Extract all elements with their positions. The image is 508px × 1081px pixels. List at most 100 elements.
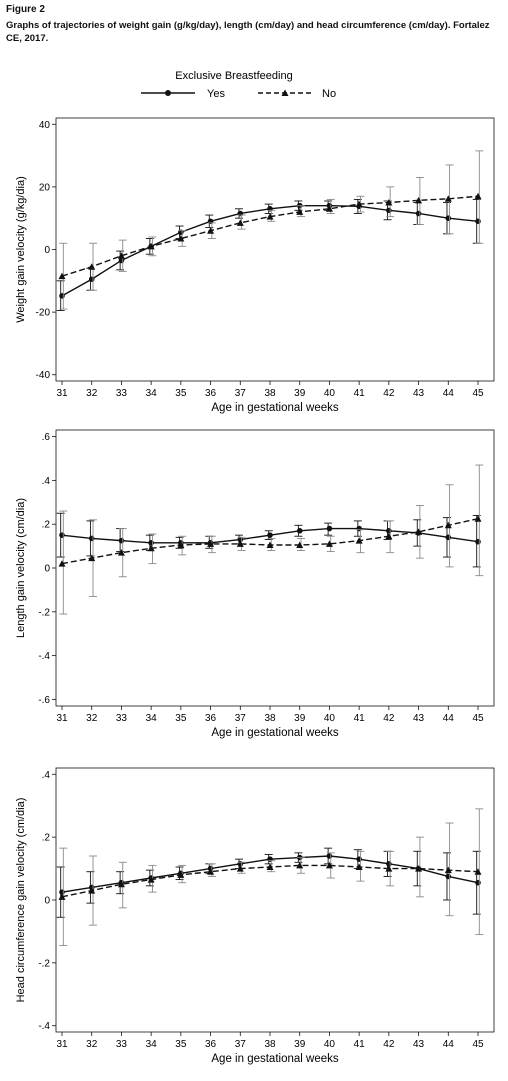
y-tick-label: .4 [42, 770, 51, 781]
point-yes [445, 534, 452, 541]
x-tick-label: 32 [86, 388, 98, 399]
point-yes [296, 527, 303, 534]
y-axis-title: Weight gain velocity (g/kg/dia) [15, 176, 27, 323]
figure-caption: Graphs of trajectories of weight gain (g… [6, 20, 490, 44]
x-axis-title: Age in gestational weeks [211, 1053, 338, 1065]
point-yes [475, 218, 481, 225]
x-tick-label: 38 [264, 713, 276, 724]
x-tick-label: 32 [86, 1039, 98, 1050]
x-tick-label: 36 [205, 713, 217, 724]
point-no [296, 208, 304, 215]
point-yes [386, 207, 392, 214]
point-yes [445, 215, 452, 221]
charts-group: -40 -20 0 20 40 31 32 33 34 35 36 37 38 39 40 41 42 43 44 4… [15, 117, 495, 1065]
legend-yes-marker [165, 90, 171, 96]
point-no [236, 540, 244, 547]
point-yes [356, 525, 362, 532]
x-tick-label: 39 [294, 713, 306, 724]
x-tick-label: 37 [235, 1039, 247, 1050]
point-no [444, 521, 452, 529]
y-tick-label: 20 [39, 182, 51, 193]
point-yes [415, 210, 422, 217]
point-no [88, 887, 96, 894]
point-no [58, 893, 66, 900]
y-tick-label: .2 [42, 833, 51, 844]
x-tick-label: 42 [383, 713, 395, 724]
y-tick-label: 40 [39, 120, 51, 131]
x-tick-label: 34 [146, 388, 158, 399]
x-tick-label: 44 [443, 1039, 455, 1050]
x-tick-label: 42 [383, 388, 395, 399]
plot-frame [55, 767, 495, 1033]
x-tick-label: 34 [146, 1039, 158, 1050]
point-no [147, 544, 155, 552]
point-no [385, 532, 393, 540]
y-axis-title: Head circumference gain velocity (cm/dia… [15, 798, 27, 1003]
point-no [385, 865, 393, 872]
point-no [266, 863, 274, 870]
x-tick-label: 45 [472, 713, 484, 724]
x-tick-label: 42 [383, 1039, 395, 1050]
point-no [325, 861, 333, 869]
point-no [117, 880, 125, 888]
point-no [355, 863, 363, 870]
x-tick-label: 36 [205, 1039, 217, 1050]
point-no [88, 263, 96, 270]
point-yes [88, 276, 95, 283]
x-tick-label: 38 [264, 388, 276, 399]
point-yes [475, 879, 481, 886]
point-no [58, 560, 66, 567]
x-tick-label: 43 [413, 713, 425, 724]
point-no [474, 868, 482, 875]
x-tick-label: 41 [354, 388, 366, 399]
x-tick-label: 39 [294, 388, 306, 399]
x-tick-label: 31 [56, 388, 68, 399]
x-tick-label: 45 [472, 1039, 484, 1050]
x-tick-label: 41 [354, 1039, 366, 1050]
y-tick-label: -.2 [38, 958, 50, 969]
y-tick-label: -20 [36, 308, 51, 319]
x-tick-label: 43 [413, 1039, 425, 1050]
x-tick-label: 41 [354, 713, 366, 724]
x-tick-label: 44 [443, 713, 455, 724]
point-no [415, 865, 423, 872]
point-no [117, 252, 125, 259]
legend-no-marker [281, 89, 289, 96]
x-tick-label: 39 [294, 1039, 306, 1050]
point-no [266, 541, 274, 548]
point-no [58, 272, 66, 280]
point-no [325, 205, 333, 212]
point-no [385, 199, 393, 206]
point-yes [475, 538, 481, 545]
point-no [355, 537, 363, 544]
point-yes [386, 527, 392, 534]
legend-title: Exclusive Breastfeeding [175, 70, 292, 82]
point-no [177, 871, 185, 878]
y-tick-label: .6 [42, 432, 51, 443]
point-yes [326, 525, 333, 532]
y-tick-label: -40 [36, 370, 51, 381]
point-yes [326, 853, 333, 859]
x-axis-title: Age in gestational weeks [211, 402, 338, 414]
point-yes [267, 532, 273, 538]
y-tick-label: -.4 [38, 651, 50, 662]
x-tick-label: 43 [413, 388, 425, 399]
x-tick-label: 34 [146, 713, 158, 724]
point-no [474, 192, 482, 200]
x-tick-label: 45 [472, 388, 484, 399]
x-tick-label: 40 [324, 388, 336, 399]
point-yes [445, 873, 452, 880]
point-no [355, 200, 363, 208]
point-no [444, 866, 452, 874]
point-no [266, 213, 274, 220]
point-no [147, 876, 155, 883]
chart-3: -.4 -.2 0 .2 .4 31 32 33 34 35 36 37 38 39 40 41 42 43 44 4… [15, 767, 495, 1065]
figure-label: Figure 2 [6, 4, 45, 15]
y-tick-label: -.6 [38, 695, 50, 706]
legend-yes-label: Yes [207, 88, 225, 100]
point-no [207, 868, 215, 875]
point-yes [148, 540, 154, 546]
point-no [296, 541, 304, 548]
point-yes [59, 293, 65, 299]
